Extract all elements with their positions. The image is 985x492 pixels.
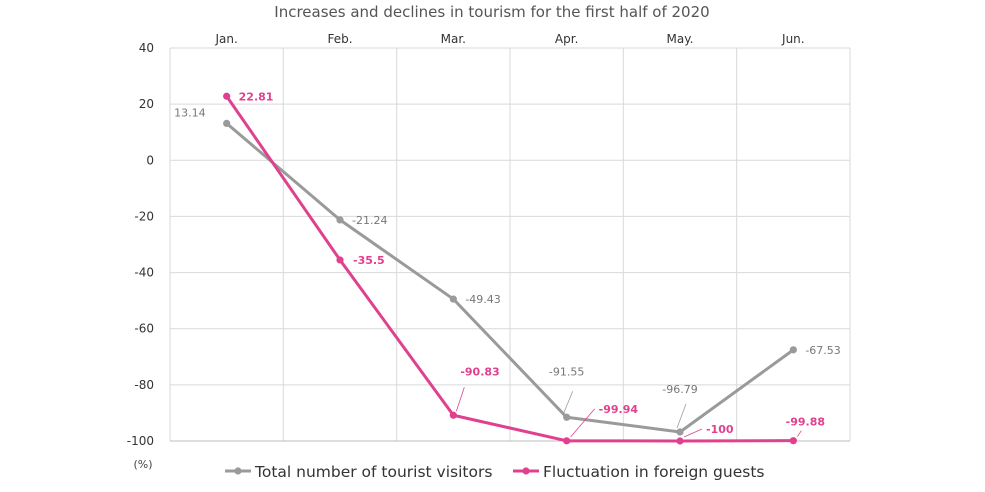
data-point <box>789 437 797 445</box>
y-tick-label: 20 <box>139 97 154 111</box>
series-line <box>225 95 794 443</box>
legend-marker <box>234 467 242 475</box>
data-label-leader <box>455 387 465 412</box>
y-axis-unit-label: (%) <box>133 458 152 471</box>
category-label: Mar. <box>441 32 466 46</box>
data-label: -99.94 <box>599 403 639 416</box>
category-label: Jan. <box>215 32 238 46</box>
data-label: -49.43 <box>465 293 500 306</box>
data-point <box>563 413 571 421</box>
data-label: -90.83 <box>460 365 499 378</box>
y-tick-label: -20 <box>134 209 154 223</box>
data-label: 13.14 <box>174 106 206 119</box>
grid <box>169 47 851 442</box>
data-point <box>223 119 231 127</box>
data-label-leader <box>676 403 687 429</box>
category-label: Apr. <box>555 32 578 46</box>
series-2: 22.81 -35.5 -90.83 -99.94 -100 -99.88 <box>223 90 825 445</box>
data-label-leader <box>797 430 802 437</box>
y-tick-label: -80 <box>134 378 154 392</box>
data-label-leader <box>570 408 595 438</box>
data-label: 22.81 <box>239 90 274 103</box>
legend-label: Fluctuation in foreign guests <box>543 463 764 481</box>
data-point <box>336 216 344 224</box>
legend-marker <box>522 467 530 475</box>
data-point <box>676 437 684 445</box>
data-point <box>336 256 344 264</box>
series-layer: 13.14-21.24-49.43-91.55-96.79-67.5322.81… <box>174 90 841 445</box>
y-tick-label: 40 <box>139 41 154 55</box>
y-tick-label: -100 <box>127 434 154 448</box>
y-tick-label: -40 <box>134 266 154 280</box>
data-point <box>563 437 571 445</box>
category-label: Feb. <box>327 32 352 46</box>
series-1: 13.14 -21.24 -49.43 -91.55 -96.79 -67.53 <box>174 106 841 436</box>
legend-item: Total number of tourist visitors <box>225 463 492 481</box>
category-axis: Jan. Feb. Mar. Apr. May. Jun. <box>215 32 805 46</box>
data-label: -91.55 <box>549 365 584 378</box>
data-label: -96.79 <box>662 383 697 396</box>
y-tick-label: 0 <box>146 153 154 167</box>
data-label: -67.53 <box>805 344 840 357</box>
category-label: May. <box>667 32 694 46</box>
category-label: Jun. <box>781 32 805 46</box>
data-label-leader <box>683 428 703 438</box>
data-label: -99.88 <box>786 416 825 429</box>
data-label: -100 <box>706 423 734 436</box>
data-point <box>676 428 684 436</box>
legend: Total number of tourist visitors Fluctuat… <box>225 463 764 481</box>
data-label: -35.5 <box>353 254 385 267</box>
data-label-leader <box>563 391 574 414</box>
data-point <box>449 295 457 303</box>
data-label: -21.24 <box>352 214 387 227</box>
chart-title: Increases and declines in tourism for th… <box>274 3 709 21</box>
legend-label: Total number of tourist visitors <box>254 463 492 481</box>
y-tick-label: -60 <box>134 322 154 336</box>
series-line <box>225 122 795 434</box>
legend-item: Fluctuation in foreign guests <box>513 463 764 481</box>
y-axis: 40 20 0 -20 -40 -60 -80 -100 <box>127 41 154 448</box>
data-point <box>223 92 231 100</box>
data-point <box>789 346 797 354</box>
data-point <box>449 411 457 419</box>
